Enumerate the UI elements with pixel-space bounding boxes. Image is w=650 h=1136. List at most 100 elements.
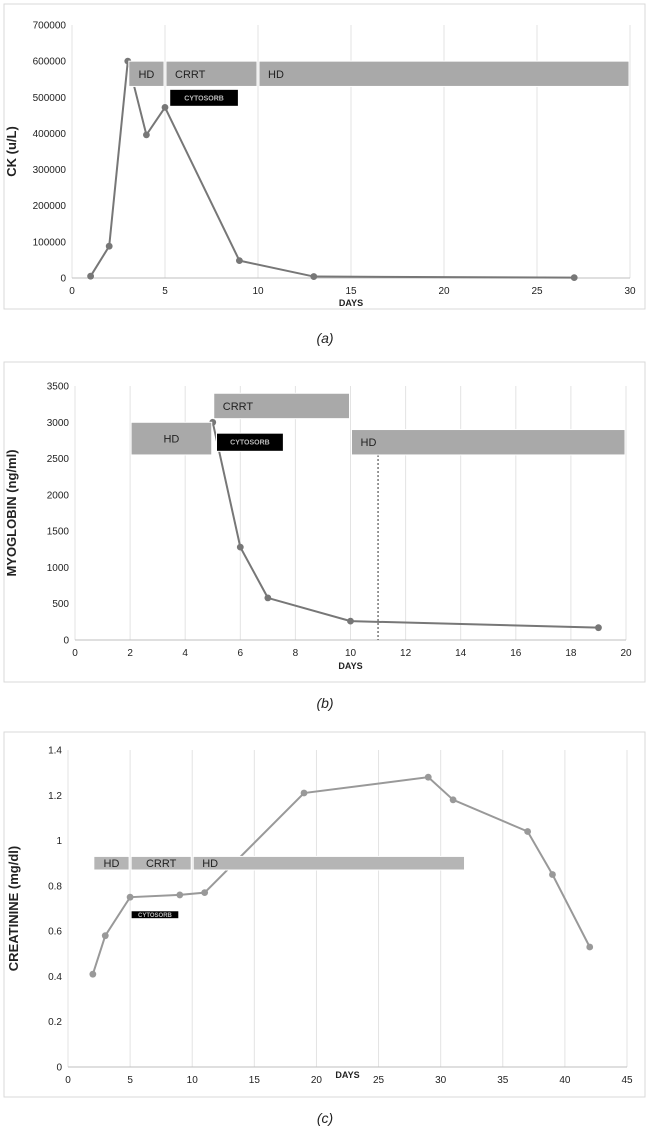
y-axis-label: CK (u/L)	[4, 126, 19, 177]
cytosorb-box	[216, 432, 284, 452]
x-tick-label: 6	[238, 648, 244, 659]
x-tick-label: 20	[438, 286, 450, 297]
y-tick-label: 0.6	[48, 927, 62, 938]
x-axis-label: DAYS	[335, 1070, 359, 1080]
y-tick-label: 1.2	[48, 791, 62, 802]
y-tick-label: 1	[56, 836, 62, 847]
y-tick-label: 500000	[33, 93, 67, 104]
y-tick-label: 100000	[33, 237, 67, 248]
y-tick-label: 3000	[47, 418, 70, 429]
y-tick-label: 500	[52, 599, 69, 610]
treatment-label: CRRT	[223, 401, 254, 413]
x-tick-label: 20	[620, 648, 632, 659]
x-tick-label: 20	[311, 1075, 323, 1086]
data-point	[310, 273, 318, 280]
data-point	[300, 789, 308, 797]
treatment-box	[165, 60, 258, 87]
treatment-box	[130, 855, 192, 871]
data-point	[105, 242, 113, 250]
y-axis-label: MYOGLOBIN (ng/ml)	[4, 449, 19, 576]
x-tick-label: 18	[565, 648, 577, 659]
treatment-label: HD	[104, 858, 120, 870]
chart-a: 0 5 10 15 20 25 30 0 100000 200000 300000 400000 500…	[3, 3, 646, 310]
x-tick-label: 10	[252, 286, 264, 297]
data-point	[161, 104, 169, 111]
x-tick-label: 45	[621, 1075, 633, 1086]
series-line	[89, 60, 575, 279]
data-point	[89, 970, 97, 978]
treatment-box	[130, 421, 213, 456]
data-point	[595, 624, 602, 632]
cytosorb-box	[169, 88, 239, 107]
data-point	[101, 932, 109, 940]
treatment-box	[192, 855, 466, 871]
data-point	[264, 594, 272, 602]
treatment-label: HD	[361, 437, 377, 449]
cytosorb-box	[130, 910, 180, 920]
cytosorb-label: CYTOSORB	[230, 440, 270, 447]
data-point	[424, 773, 432, 781]
x-tick-label: 0	[69, 286, 75, 297]
x-tick-label: 16	[510, 648, 522, 659]
x-tick-label: 8	[293, 648, 299, 659]
x-axis-label: DAYS	[339, 298, 363, 308]
y-tick-label: 2500	[47, 454, 70, 465]
treatment-box	[351, 429, 626, 456]
cytosorb-label: CYTOSORB	[184, 95, 224, 102]
x-tick-label: 30	[435, 1075, 447, 1086]
y-tick-label: 1000	[47, 563, 70, 574]
x-tick-label: 40	[559, 1075, 571, 1086]
data-point	[236, 543, 244, 551]
treatment-label: HD	[163, 434, 179, 446]
data-point	[549, 871, 556, 878]
x-tick-label: 4	[182, 648, 188, 659]
y-tick-label: 0.4	[48, 972, 62, 983]
y-tick-label: 300000	[33, 165, 67, 176]
treatment-label: HD	[138, 69, 154, 81]
x-tick-label: 0	[72, 648, 78, 659]
caption-b: (b)	[316, 695, 334, 711]
y-tick-label: 1500	[47, 527, 70, 538]
y-tick-label: 3500	[47, 382, 70, 393]
x-tick-label: 35	[497, 1075, 509, 1086]
y-tick-label: 1.4	[48, 746, 62, 757]
data-point	[87, 272, 94, 280]
y-tick-label: 2000	[47, 490, 70, 501]
x-tick-label: 10	[345, 648, 357, 659]
treatment-box	[128, 60, 165, 87]
treatment-box	[258, 60, 630, 87]
chart-c: 0 5 10 15 20 25 30 35 40 45 0 0.2 0.4 0.6 0.8 1 1.2 1.4 DA…	[3, 731, 646, 1098]
x-tick-label: 15	[345, 286, 357, 297]
y-axis-label: CREATININE (mg/dl)	[6, 846, 21, 971]
x-tick-label: 30	[624, 286, 636, 297]
x-tick-label: 10	[187, 1075, 199, 1086]
y-tick-label: 0	[60, 274, 66, 285]
y-tick-label: 0.8	[48, 881, 62, 892]
chart-b: 0 2 4 6 8 10 12 14 16 18 20 0 500 1000 1500 2000 2500 300…	[3, 361, 646, 683]
x-tick-label: 25	[373, 1075, 385, 1086]
treatment-box	[93, 855, 130, 871]
data-point	[570, 274, 578, 282]
x-tick-label: 5	[127, 1075, 133, 1086]
x-tick-label: 25	[531, 286, 543, 297]
y-tick-label: 400000	[33, 129, 67, 140]
data-point	[347, 617, 354, 625]
x-axis-label: DAYS	[338, 661, 362, 671]
data-point	[201, 889, 209, 897]
data-point	[176, 891, 184, 899]
y-tick-label: 0	[63, 636, 69, 647]
chart-frame	[3, 3, 646, 310]
treatment-label: CRRT	[146, 858, 177, 870]
caption-a: (a)	[316, 330, 334, 346]
treatment-box	[213, 392, 350, 420]
y-tick-label: 700000	[33, 21, 67, 32]
y-tick-label: 600000	[33, 57, 67, 68]
caption-c: (c)	[316, 1110, 334, 1126]
cytosorb-label: CYTOSORB	[138, 913, 173, 919]
x-tick-label: 15	[249, 1075, 261, 1086]
x-tick-label: 2	[127, 648, 133, 659]
y-tick-label: 0.2	[48, 1017, 62, 1028]
data-point	[524, 828, 532, 835]
y-tick-label: 200000	[33, 201, 67, 212]
data-point	[236, 257, 243, 265]
